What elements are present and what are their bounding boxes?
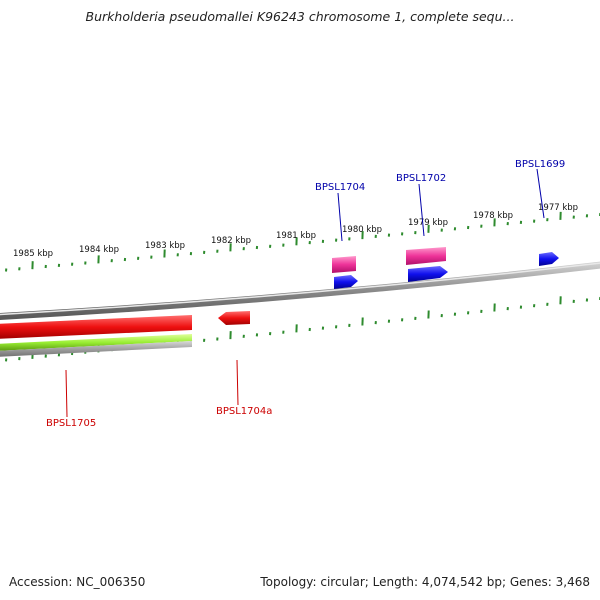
gene-arrow-bpsl1702[interactable] <box>408 266 448 282</box>
scale-label-1979: 1979 kbp <box>408 218 448 228</box>
gene-arrow-bpsl1704a[interactable] <box>218 311 250 325</box>
rna-feature-bpsl1702[interactable] <box>406 247 446 265</box>
gene-label-bpsl1705[interactable]: BPSL1705 <box>46 418 96 429</box>
map-title: Burkholderia pseudomallei K96243 chromos… <box>85 9 515 24</box>
backbone-highlight <box>0 262 600 316</box>
rna-bar-reverse[interactable] <box>0 334 192 351</box>
gene-label-bpsl1704[interactable]: BPSL1704 <box>315 182 365 193</box>
scale-label-1982: 1982 kbp <box>211 236 251 246</box>
scale-label-1977: 1977 kbp <box>538 203 578 213</box>
scale-label-1984: 1984 kbp <box>79 245 119 255</box>
connector-bpsl1702 <box>418 183 425 237</box>
reverse-strand-features <box>0 311 250 357</box>
scale-label-1985: 1985 kbp <box>13 249 53 259</box>
gene-label-bpsl1702[interactable]: BPSL1702 <box>396 173 446 184</box>
scale-label-1978: 1978 kbp <box>473 211 513 221</box>
scale-label-1980: 1980 kbp <box>342 225 382 235</box>
connector-bpsl1704a <box>236 359 239 406</box>
scale-label-1981: 1981 kbp <box>276 231 316 241</box>
upper-scale-ticks <box>5 211 600 272</box>
connector-bpsl1705 <box>65 369 68 418</box>
gene-labels: BPSL1704 BPSL1702 BPSL1699 BPSL1705 BPSL… <box>46 159 565 429</box>
chromosome-backbone <box>0 261 600 320</box>
grey-feature-bar <box>0 341 192 357</box>
label-connectors <box>65 168 545 418</box>
accession-text: Accession: NC_006350 <box>9 575 146 589</box>
gene-label-bpsl1704a[interactable]: BPSL1704a <box>216 406 272 417</box>
genome-summary-text: Topology: circular; Length: 4,074,542 bp… <box>260 575 590 589</box>
gene-bar-bpsl1705[interactable] <box>0 315 192 339</box>
forward-strand-features <box>332 247 559 289</box>
gene-arrow-bpsl1704[interactable] <box>334 275 358 289</box>
scale-label-1983: 1983 kbp <box>145 241 185 251</box>
connector-bpsl1704 <box>337 192 343 242</box>
rna-feature-bpsl1704[interactable] <box>332 256 356 273</box>
scale-labels: 1985 kbp 1984 kbp 1983 kbp 1982 kbp 1981… <box>13 203 578 259</box>
gene-label-bpsl1699[interactable]: BPSL1699 <box>515 159 565 170</box>
gene-arrow-bpsl1699[interactable] <box>539 252 559 266</box>
connector-bpsl1699 <box>536 168 545 219</box>
